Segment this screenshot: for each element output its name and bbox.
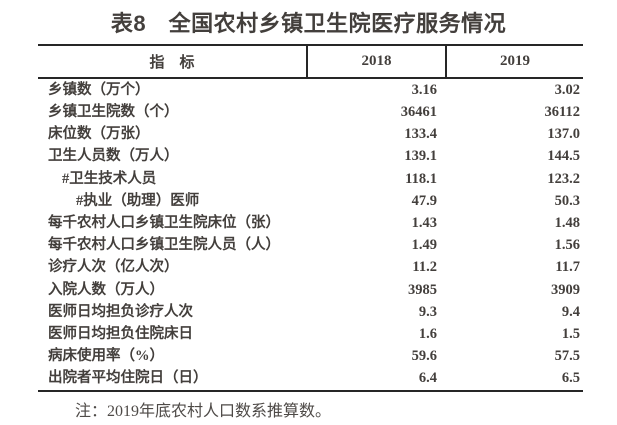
value-2019: 50.3 — [554, 192, 580, 209]
column-header-2018: 2018 — [308, 46, 447, 77]
table-row: 出院者平均住院日（日） 6.4 6.5 — [38, 367, 583, 389]
value-2019: 1.56 — [554, 237, 580, 254]
table-row: #卫生技术人员 118.1 123.2 — [38, 168, 583, 190]
table-body: 乡镇数（万个） 3.16 3.02 乡镇卫生院数（个） 36461 36112 … — [38, 79, 583, 390]
value-2018: 1.49 — [411, 237, 437, 254]
value-2019: 123.2 — [547, 170, 580, 187]
value-2019: 36112 — [544, 104, 580, 121]
table-title: 表8 全国农村乡镇卫生院医疗服务情况 — [110, 11, 507, 36]
value-2019: 6.5 — [561, 370, 580, 387]
value-2019: 1.48 — [554, 214, 580, 231]
value-2018: 133.4 — [404, 126, 437, 143]
value-2018: 36461 — [400, 104, 437, 121]
table-footnote: 注：2019年底农村人口数系推算数。 — [75, 403, 332, 420]
value-2018: 6.4 — [418, 370, 437, 387]
row-label: 乡镇数（万个） — [48, 81, 150, 98]
row-label: 诊疗人次（亿人次） — [48, 259, 179, 276]
table-row: 病床使用率（%） 59.6 57.5 — [38, 345, 583, 367]
value-2019: 9.4 — [561, 303, 580, 320]
table-row: 乡镇数（万个） 3.16 3.02 — [38, 79, 583, 101]
table-row: 入院人数（万人） 3985 3909 — [38, 279, 583, 301]
value-2019: 1.5 — [561, 325, 580, 342]
row-label: 每千农村人口乡镇卫生院床位（张） — [48, 214, 280, 231]
row-label: 病床使用率（%） — [48, 348, 164, 365]
row-label: 医师日均担负诊疗人次 — [48, 303, 193, 320]
table-row: 医师日均担负诊疗人次 9.3 9.4 — [38, 301, 583, 323]
value-2018: 47.9 — [411, 192, 437, 209]
table-row: 每千农村人口乡镇卫生院床位（张） 1.43 1.48 — [38, 212, 583, 234]
value-2018: 1.6 — [418, 325, 437, 342]
row-label: 每千农村人口乡镇卫生院人员（人） — [48, 237, 280, 254]
table-row: 每千农村人口乡镇卫生院人员（人） 1.49 1.56 — [38, 234, 583, 256]
value-2018: 59.6 — [411, 348, 437, 365]
row-label: 入院人数（万人） — [48, 281, 164, 298]
value-2018: 118.1 — [405, 170, 437, 187]
statistics-table: 指 标 2018 2019 乡镇数（万个） 3.16 3.02 乡镇卫生院数（个… — [38, 44, 583, 392]
table-row: 卫生人员数（万人） 139.1 144.5 — [38, 146, 583, 168]
value-2019: 137.0 — [547, 126, 580, 143]
row-label: #执业（助理）医师 — [76, 192, 200, 209]
value-2018: 11.2 — [412, 259, 437, 276]
value-2018: 139.1 — [404, 148, 437, 165]
value-2018: 9.3 — [418, 303, 437, 320]
table-header-row: 指 标 2018 2019 — [38, 46, 583, 79]
row-label: 床位数（万张） — [48, 126, 150, 143]
value-2018: 3985 — [408, 281, 437, 298]
row-label: 卫生人员数（万人） — [48, 148, 179, 165]
table-row: 乡镇卫生院数（个） 36461 36112 — [38, 101, 583, 123]
value-2018: 1.43 — [411, 214, 437, 231]
row-label: 医师日均担负住院床日 — [48, 325, 193, 342]
row-label: 乡镇卫生院数（个） — [48, 104, 179, 121]
value-2019: 3.02 — [554, 81, 580, 98]
row-label: #卫生技术人员 — [62, 170, 157, 187]
column-header-2019: 2019 — [500, 53, 530, 69]
column-header-indicator: 指 标 — [38, 46, 308, 77]
value-2019: 3909 — [551, 281, 580, 298]
row-label: 出院者平均住院日（日） — [48, 370, 208, 387]
table-row: 床位数（万张） 133.4 137.0 — [38, 123, 583, 145]
table-row: 医师日均担负住院床日 1.6 1.5 — [38, 323, 583, 345]
value-2019: 57.5 — [554, 348, 580, 365]
value-2018: 3.16 — [411, 81, 437, 98]
value-2019: 11.7 — [555, 259, 580, 276]
value-2019: 144.5 — [547, 148, 580, 165]
table-row: #执业（助理）医师 47.9 50.3 — [38, 190, 583, 212]
table-row: 诊疗人次（亿人次） 11.2 11.7 — [38, 257, 583, 279]
